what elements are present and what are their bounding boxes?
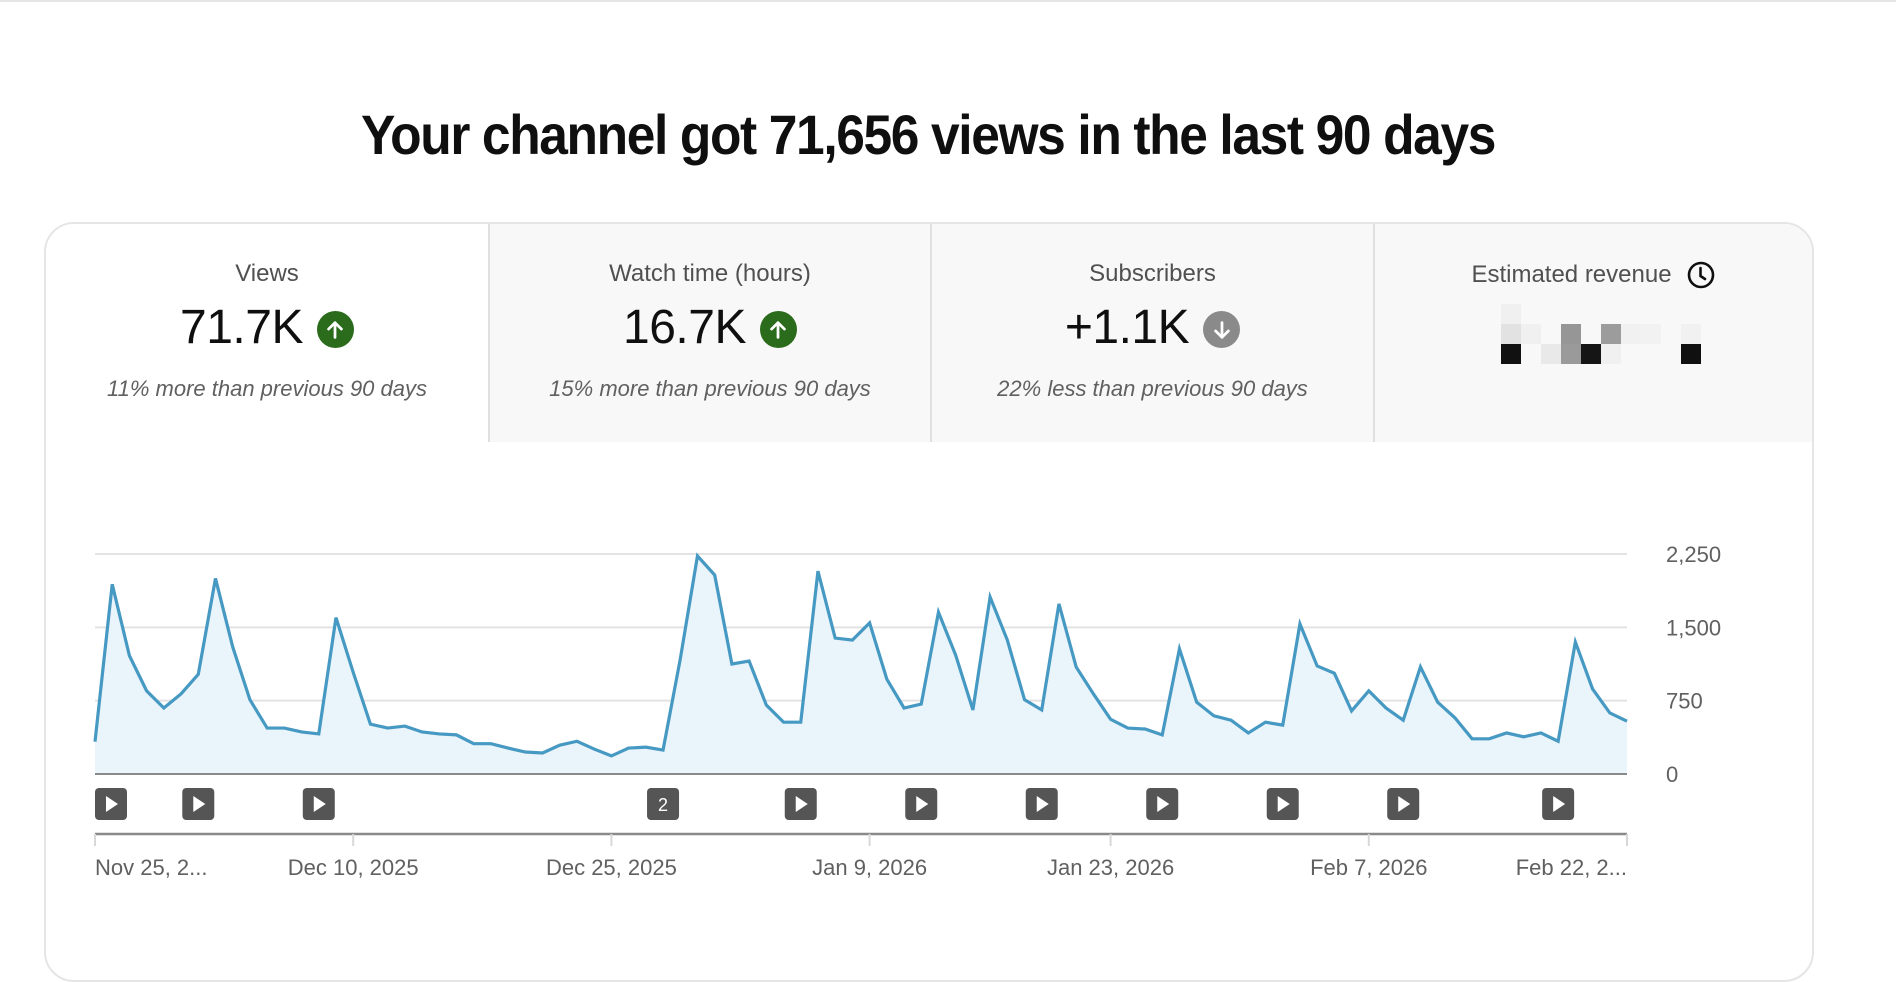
redacted-pixel xyxy=(1681,344,1701,364)
tab-comparison: 11% more than previous 90 days xyxy=(107,376,427,401)
video-group-marker[interactable]: 2 xyxy=(647,788,680,820)
play-icon xyxy=(106,796,118,812)
arrow-up-circle-icon xyxy=(316,311,354,348)
redacted-pixel xyxy=(1541,344,1561,364)
redacted-pixel xyxy=(1541,304,1561,324)
tab-label: Views xyxy=(235,260,299,287)
redacted-pixel xyxy=(1561,344,1581,364)
page-headline: Your channel got 71,656 views in the las… xyxy=(360,102,1496,166)
x-axis-label: Jan 9, 2026 xyxy=(812,855,927,880)
redacted-pixel xyxy=(1521,304,1541,324)
chart-area-fill xyxy=(95,555,1627,774)
tab-label: Watch time (hours) xyxy=(609,260,811,287)
tab-value: +1.1K xyxy=(1064,301,1190,354)
y-axis-label: 2,250 xyxy=(1666,542,1721,567)
play-icon xyxy=(1398,796,1411,812)
tab-comparison: 15% more than previous 90 days xyxy=(549,376,871,401)
redacted-pixel xyxy=(1661,324,1681,344)
redacted-pixel xyxy=(1621,344,1641,364)
tab-value: 71.7K xyxy=(180,301,303,354)
play-icon xyxy=(1277,796,1290,812)
y-axis-label: 750 xyxy=(1666,689,1703,714)
y-axis-label: 1,500 xyxy=(1666,615,1721,640)
play-icon xyxy=(193,796,206,812)
video-marker[interactable] xyxy=(182,788,215,820)
arrow-up-circle-icon xyxy=(759,311,797,348)
redacted-pixel xyxy=(1681,304,1701,324)
play-icon xyxy=(1553,796,1566,812)
arrow-down-circle-icon xyxy=(1203,311,1241,348)
x-axis-label: Feb 7, 2026 xyxy=(1310,855,1427,880)
redacted-pixel xyxy=(1521,344,1541,364)
redacted-pixel xyxy=(1641,344,1661,364)
redacted-pixel xyxy=(1561,304,1581,324)
video-marker[interactable] xyxy=(95,788,127,820)
x-axis-label: Dec 10, 2025 xyxy=(288,855,419,880)
redacted-pixel xyxy=(1561,324,1581,344)
x-axis-label: Dec 25, 2025 xyxy=(546,855,677,880)
tab-views[interactable]: Views 71.7K 11% more than previous 90 da… xyxy=(46,224,488,442)
top-border xyxy=(0,0,1896,2)
redacted-pixel xyxy=(1501,344,1521,364)
video-marker[interactable] xyxy=(905,788,938,820)
x-axis-label: Feb 22, 2... xyxy=(1516,855,1627,880)
play-icon xyxy=(916,796,929,812)
tab-value: 16.7K xyxy=(623,301,746,354)
play-icon xyxy=(1157,796,1170,812)
marker-count: 2 xyxy=(658,795,668,815)
play-icon xyxy=(313,796,326,812)
redacted-pixel xyxy=(1621,324,1641,344)
video-marker[interactable] xyxy=(302,788,335,820)
tab-label: Estimated revenue xyxy=(1471,261,1672,288)
redacted-pixel xyxy=(1581,324,1601,344)
video-marker[interactable] xyxy=(1025,788,1058,820)
video-marker[interactable] xyxy=(1542,788,1575,820)
redacted-revenue-value xyxy=(1501,304,1701,364)
tab-watch-time[interactable]: Watch time (hours) 16.7K 15% more than p… xyxy=(488,224,930,442)
tab-subscribers[interactable]: Subscribers +1.1K 22% less than previous… xyxy=(930,224,1373,442)
redacted-pixel xyxy=(1501,304,1521,324)
tab-label: Subscribers xyxy=(1089,260,1216,287)
x-axis-label: Nov 25, 2... xyxy=(95,855,208,880)
video-marker[interactable] xyxy=(1387,788,1420,820)
redacted-pixel xyxy=(1601,324,1621,344)
metric-tabs: Views 71.7K 11% more than previous 90 da… xyxy=(46,224,1812,442)
redacted-pixel xyxy=(1581,304,1601,324)
play-icon xyxy=(1036,796,1049,812)
video-marker[interactable] xyxy=(1146,788,1179,820)
y-axis-label: 0 xyxy=(1666,762,1678,787)
tab-estimated-revenue[interactable]: Estimated revenue xyxy=(1373,224,1812,442)
video-marker[interactable] xyxy=(1266,788,1299,820)
clock-icon xyxy=(1686,260,1716,290)
redacted-pixel xyxy=(1681,324,1701,344)
tab-comparison: 22% less than previous 90 days xyxy=(997,376,1308,401)
views-chart[interactable]: 0 750 1,500 2,250 2 Nov 25, 2... Dec 10, 2025 D… xyxy=(46,224,1814,982)
redacted-pixel xyxy=(1661,344,1681,364)
redacted-pixel xyxy=(1621,304,1641,324)
play-icon xyxy=(795,796,808,812)
redacted-pixel xyxy=(1641,304,1661,324)
analytics-card: Views 71.7K 11% more than previous 90 da… xyxy=(44,222,1814,982)
redacted-pixel xyxy=(1581,344,1601,364)
x-axis-label: Jan 23, 2026 xyxy=(1047,855,1174,880)
chart-line xyxy=(93,552,1628,758)
redacted-pixel xyxy=(1541,324,1561,344)
redacted-pixel xyxy=(1521,324,1541,344)
redacted-pixel xyxy=(1601,344,1621,364)
redacted-pixel xyxy=(1501,324,1521,344)
video-marker[interactable] xyxy=(784,788,817,820)
redacted-pixel xyxy=(1661,304,1681,324)
redacted-pixel xyxy=(1601,304,1621,324)
redacted-pixel xyxy=(1641,324,1661,344)
